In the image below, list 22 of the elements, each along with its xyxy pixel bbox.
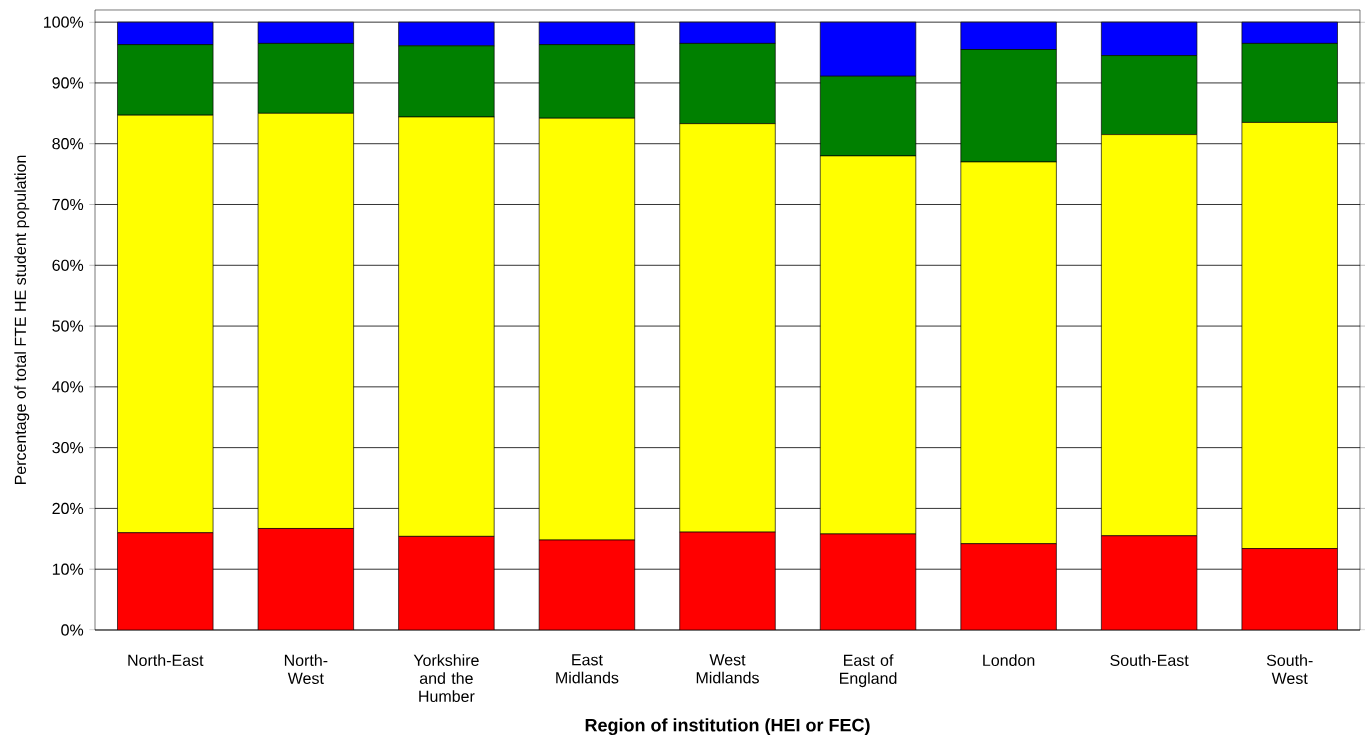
y-tick-label: 90% [52, 77, 84, 89]
y-axis-title: Percentage of total FTE HE student population [14, 155, 30, 485]
y-tick-label: 100% [44, 16, 84, 28]
y-tick-label: 30% [52, 441, 84, 454]
x-tick-label: East Midlands [556, 654, 619, 684]
x-tick-label: West Midlands [696, 654, 759, 684]
y-tick-label: 80% [52, 138, 84, 150]
y-tick-label: 0% [61, 624, 84, 636]
y-tick-label: 20% [52, 502, 84, 515]
y-tick-label: 10% [52, 563, 84, 575]
x-tick-label: South-East [1110, 654, 1189, 666]
x-tick-label: North-East [128, 654, 204, 666]
x-tick-label: South-West [1266, 654, 1313, 684]
y-tick-label: 40% [52, 381, 84, 393]
x-axis-title: Region of institution (HEI or FEC) [585, 718, 870, 736]
x-tick-label: Yorkshire and the Humber [413, 654, 479, 702]
x-tick-label: East of England [840, 654, 897, 688]
x-tick-label: London [983, 654, 1035, 666]
x-tick-label: North-West [284, 654, 328, 684]
y-tick-label: 60% [52, 259, 84, 271]
y-tick-label: 70% [52, 198, 84, 211]
y-tick-label: 50% [52, 320, 84, 332]
